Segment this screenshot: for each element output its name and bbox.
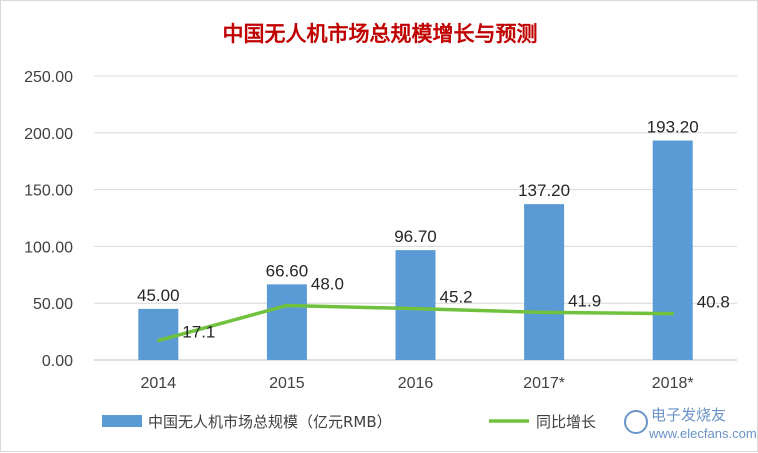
- growth-data-label: 45.2: [440, 288, 473, 307]
- bar-data-label: 137.20: [518, 181, 570, 200]
- x-tick-label: 2014: [141, 375, 177, 392]
- watermark-circle-icon: [624, 410, 648, 434]
- bar: [395, 250, 436, 360]
- y-tick-label: 150.00: [24, 183, 73, 200]
- growth-point: [542, 310, 546, 314]
- bar: [266, 284, 307, 360]
- bar: [524, 204, 565, 360]
- y-tick-label: 0.00: [42, 353, 73, 370]
- chart-title: 中国无人机市场总规模增长与预测: [223, 21, 538, 46]
- x-tick-label: 2017*: [523, 375, 565, 392]
- bar-data-label: 96.70: [394, 227, 437, 246]
- watermark-url: www.elecfans.com: [648, 426, 757, 441]
- growth-data-label: 17.1: [182, 323, 215, 342]
- y-tick-label: 200.00: [24, 126, 73, 143]
- y-tick-label: 50.00: [33, 296, 73, 313]
- bar: [652, 140, 693, 360]
- growth-data-label: 48.0: [311, 274, 344, 293]
- legend-line-label: 同比增长: [536, 413, 596, 431]
- growth-point: [414, 307, 417, 311]
- growth-point: [285, 303, 289, 307]
- growth-point: [156, 339, 160, 343]
- growth-point: [671, 312, 675, 316]
- bar-data-label: 193.20: [647, 118, 699, 137]
- bar-data-label: 66.60: [266, 261, 309, 280]
- y-tick-label: 100.00: [24, 239, 73, 256]
- bar: [138, 308, 179, 360]
- growth-data-label: 40.8: [697, 293, 730, 312]
- bar-data-label: 45.00: [137, 286, 180, 305]
- growth-data-label: 41.9: [568, 291, 601, 310]
- watermark-logo: 电子发烧友 www.elecfans.com: [624, 406, 757, 441]
- watermark-text: 电子发烧友: [651, 406, 726, 424]
- x-tick-label: 2016: [398, 375, 434, 392]
- x-tick-label: 2015: [269, 375, 305, 392]
- x-tick-label: 2018*: [652, 375, 694, 392]
- legend-bar-label: 中国无人机市场总规模（亿元RMB）: [148, 413, 392, 431]
- y-tick-label: 250.00: [24, 69, 73, 86]
- legend-bar-swatch: [102, 415, 142, 427]
